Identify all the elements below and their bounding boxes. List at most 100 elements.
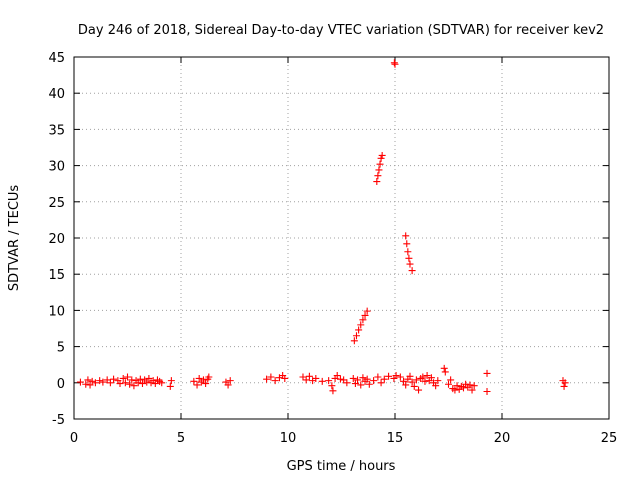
data-point	[88, 377, 96, 385]
data-point	[402, 381, 410, 389]
y-axis-label: SDTVAR / TECUs	[7, 185, 22, 292]
data-point	[483, 369, 491, 377]
data-point	[404, 248, 412, 256]
x-tick-label: 15	[387, 431, 404, 446]
data-point	[403, 240, 411, 248]
y-tick-label: 10	[48, 304, 65, 319]
y-tick-label: 35	[48, 123, 65, 138]
data-point	[405, 254, 413, 262]
data-point	[224, 381, 232, 389]
data-point	[350, 337, 358, 345]
data-point	[126, 380, 134, 388]
data-point	[325, 377, 333, 385]
data-point	[355, 326, 363, 334]
x-tick-labels: 0 5 10 15 20 25	[70, 431, 617, 446]
y-tick-labels: -5 0 5 10 15 20 25 30 35 40 45	[48, 51, 65, 428]
data-point	[470, 382, 478, 390]
data-point	[385, 372, 393, 380]
data-point	[351, 380, 359, 388]
data-point	[205, 373, 213, 381]
data-point	[106, 379, 114, 387]
data-point	[408, 378, 416, 386]
data-point	[421, 377, 429, 385]
data-point	[396, 373, 404, 381]
data-point	[352, 332, 360, 340]
data-point	[333, 372, 341, 380]
data-point	[124, 373, 131, 381]
data-point	[376, 160, 384, 168]
data-point	[145, 374, 153, 382]
data-point	[267, 373, 275, 381]
data-point	[190, 377, 198, 385]
data-point	[406, 372, 414, 380]
data-point	[447, 376, 455, 384]
x-tick-label: 25	[601, 431, 618, 446]
data-point	[340, 376, 348, 384]
data-point	[202, 380, 210, 388]
data-point	[363, 375, 371, 383]
data-point	[116, 380, 124, 388]
data-point	[359, 374, 367, 382]
data-point	[226, 377, 234, 385]
y-tick-label: 15	[48, 268, 65, 283]
chart-title: Day 246 of 2018, Sidereal Day-to-day VTE…	[78, 23, 604, 38]
data-point	[128, 376, 136, 384]
grid-lines	[74, 57, 609, 419]
data-point	[281, 374, 289, 382]
data-point	[451, 386, 459, 394]
axis-ticks	[73, 56, 610, 420]
data-point	[432, 382, 440, 390]
y-tick-label: 20	[48, 232, 65, 247]
y-tick-label: 40	[48, 87, 65, 102]
data-point	[357, 321, 365, 329]
data-point	[302, 376, 310, 384]
data-point	[440, 364, 448, 372]
data-point	[76, 378, 84, 386]
data-point	[375, 166, 383, 174]
data-point	[468, 386, 476, 394]
data-point	[412, 376, 420, 384]
data-point	[195, 374, 203, 382]
data-point	[349, 374, 357, 382]
data-point	[312, 374, 320, 382]
data-point	[343, 379, 351, 387]
data-point	[305, 372, 313, 380]
data-point	[392, 372, 400, 380]
data-point	[415, 386, 423, 394]
data-point	[419, 373, 427, 381]
data-point	[193, 381, 201, 389]
data-point	[390, 59, 398, 67]
data-point	[82, 380, 90, 388]
data-point	[402, 232, 410, 240]
data-point	[143, 378, 151, 386]
data-point	[373, 178, 381, 186]
data-point	[329, 387, 337, 395]
x-tick-label: 20	[494, 431, 511, 446]
x-tick-label: 10	[280, 431, 297, 446]
data-point	[84, 376, 92, 384]
data-point	[374, 172, 382, 180]
data-points	[76, 59, 569, 395]
data-point	[136, 375, 144, 383]
x-tick-label: 0	[70, 431, 78, 446]
data-point	[400, 377, 408, 385]
data-point	[299, 373, 307, 381]
data-point	[423, 372, 431, 380]
data-point	[408, 267, 416, 275]
data-point	[483, 387, 491, 395]
data-point	[406, 260, 414, 268]
data-point	[380, 375, 388, 383]
data-point	[459, 384, 467, 392]
data-point	[378, 151, 386, 159]
x-axis-label: GPS time / hours	[287, 459, 396, 474]
data-point	[167, 377, 175, 385]
data-point	[263, 375, 271, 383]
data-point	[561, 379, 569, 387]
data-point	[434, 377, 442, 385]
data-point	[560, 382, 568, 390]
y-tick-label: 25	[48, 196, 65, 211]
y-tick-label: -5	[52, 413, 65, 428]
data-point	[138, 380, 146, 388]
x-tick-label: 5	[177, 431, 185, 446]
